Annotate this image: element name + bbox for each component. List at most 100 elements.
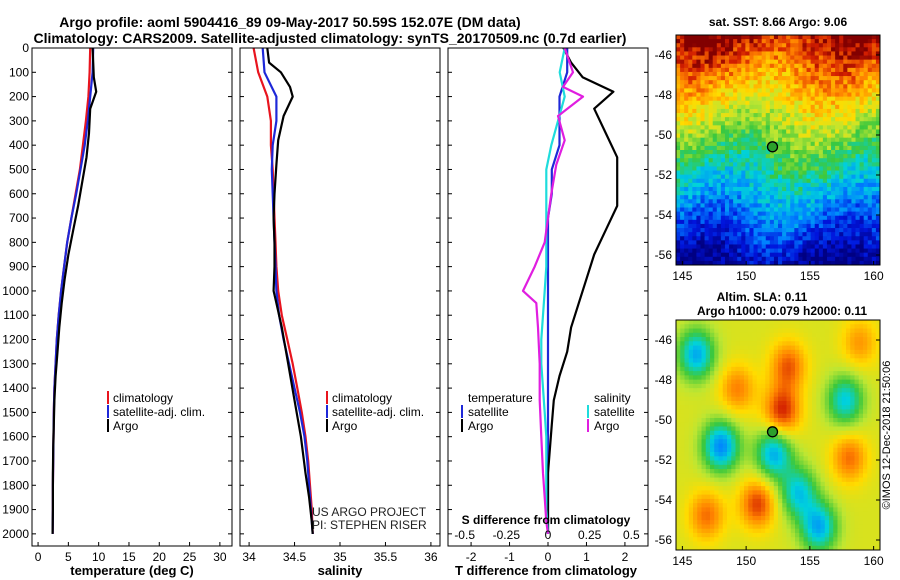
map-cell (714, 354, 719, 359)
map-cell (722, 400, 728, 406)
map-cell (731, 320, 736, 325)
map-cell (757, 203, 763, 208)
map-cell (826, 228, 832, 233)
map-cell (859, 244, 865, 249)
map-cell (816, 383, 821, 389)
map-cell (818, 108, 824, 114)
map-cell (824, 379, 830, 385)
map-cell (863, 426, 868, 432)
map-cell (757, 228, 763, 233)
map-cell (778, 447, 783, 453)
map-cell (739, 413, 745, 419)
map-cell (867, 71, 873, 77)
map-cell (867, 349, 872, 355)
map-cell (807, 481, 813, 487)
map-cell (753, 232, 758, 237)
map-cell (790, 481, 796, 487)
map-cell (753, 260, 758, 265)
map-cell (765, 324, 770, 329)
map-cell (824, 366, 830, 372)
map-cell (708, 80, 714, 85)
map-cell (684, 337, 690, 342)
map-cell (824, 388, 830, 393)
map-cell (688, 435, 694, 440)
map-cell (851, 39, 856, 44)
map-cell (765, 388, 770, 393)
map-cell (712, 92, 718, 98)
map-cell (875, 409, 880, 415)
sla-map: Altim. SLA: 0.11 Argo h1000: 0.079 h2000… (655, 290, 893, 568)
map-cell (871, 113, 877, 118)
map-cell (794, 141, 799, 147)
map-cell (863, 379, 868, 385)
map-cell (867, 117, 873, 122)
map-cell (867, 215, 873, 221)
map-cell (773, 417, 779, 423)
map-cell (778, 166, 783, 171)
map-cell (729, 236, 734, 241)
map-cell (720, 154, 726, 159)
map-cell (850, 439, 855, 444)
map-cell (729, 39, 734, 44)
map-cell (814, 248, 820, 254)
map-cell (761, 413, 766, 419)
series-satellite-s (540, 48, 566, 534)
map-cell (724, 125, 730, 130)
map-cell (778, 162, 783, 167)
map-cell (822, 199, 828, 204)
map-cell (795, 405, 800, 410)
map-cell (810, 133, 816, 139)
map-cell (839, 84, 844, 89)
map-cell (858, 383, 864, 389)
map-cell (875, 256, 880, 262)
map-cell (807, 405, 813, 410)
map-cell (858, 332, 864, 338)
map-cell (799, 362, 804, 368)
map-cell (773, 215, 779, 221)
map-cell (798, 39, 803, 44)
map-cell (737, 186, 742, 192)
map-cell (818, 170, 824, 176)
map-cell (806, 252, 812, 258)
map-cell (727, 464, 732, 470)
map-cell (795, 345, 800, 351)
map-cell (846, 371, 851, 376)
map-cell (806, 145, 812, 151)
map-cell (846, 332, 851, 338)
map-cell (795, 477, 800, 483)
map-cell (778, 388, 783, 393)
map-cell (744, 426, 749, 432)
map-cell (710, 324, 715, 329)
map-cell (782, 113, 787, 118)
map-cell (818, 100, 824, 106)
map-cell (684, 320, 690, 325)
map-cell (737, 92, 742, 98)
map-cell (701, 486, 707, 491)
map-cell (769, 417, 775, 423)
map-cell (829, 341, 834, 346)
map-cell (850, 464, 855, 470)
map-cell (843, 154, 848, 159)
map-cell (826, 150, 832, 155)
map-cell (858, 379, 864, 385)
sst-lon-axis: 145 150 155 160 (672, 261, 884, 283)
map-cell (846, 426, 851, 432)
map-cell (786, 223, 791, 229)
map-cell (769, 215, 775, 221)
map-cell (708, 195, 714, 200)
map-cell (733, 55, 738, 61)
map-cell (733, 219, 738, 225)
map-cell (863, 80, 869, 85)
map-cell (814, 150, 820, 155)
map-cell (786, 337, 792, 342)
map-cell (692, 174, 697, 180)
map-cell (807, 473, 813, 478)
map-cell (855, 117, 860, 122)
map-cell (680, 141, 685, 147)
map-cell (741, 211, 746, 217)
map-cell (850, 383, 855, 389)
sla-map-title: Altim. SLA: 0.11 (717, 290, 808, 304)
map-cell (716, 141, 722, 147)
map-cell (824, 481, 830, 487)
map-cell (724, 84, 730, 89)
